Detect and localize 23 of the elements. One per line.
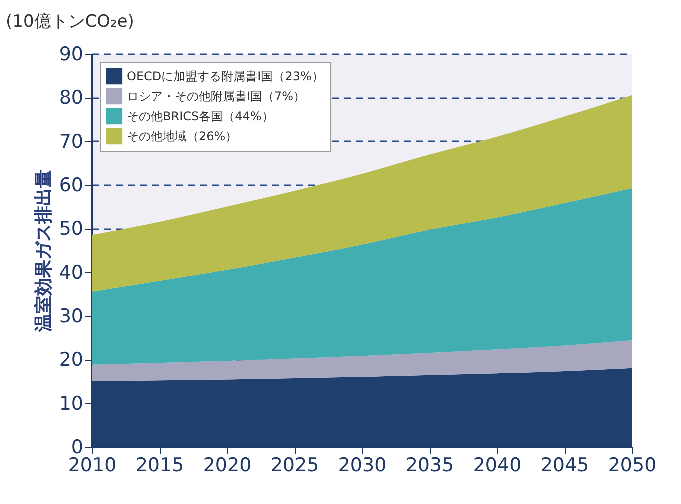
legend-label: その他地域（26%）: [127, 130, 238, 144]
text: (10億トンCO₂e): [6, 12, 134, 32]
legend-label: OECDに加盟する附属書I国（23%）: [127, 70, 324, 84]
x-tick-label: 2040: [473, 454, 522, 476]
y-tick-label: 30: [59, 306, 84, 328]
y-tick-label: 70: [59, 130, 84, 153]
x-tick-label: 2045: [540, 454, 590, 476]
x-tick-label: 2025: [270, 454, 320, 476]
x-tick-label: 2015: [136, 454, 184, 476]
x-tick-label: 2030: [338, 454, 387, 476]
y-tick-label: 80: [59, 87, 84, 110]
y-tick-label: 50: [59, 218, 84, 240]
legend-label: その他BRICS各国（44%）: [127, 110, 274, 124]
x-tick-label: 2035: [406, 454, 454, 476]
x-tick-label: 2050: [608, 454, 657, 476]
y-tick-label: 20: [59, 349, 84, 372]
y-axis-title: 温室効果ガス排出量: [33, 170, 54, 333]
y-tick-label: 40: [59, 262, 84, 284]
y-tick-label: 90: [59, 44, 84, 66]
y-tick-label: 60: [59, 174, 84, 196]
legend-label: ロシア・その他附属書I国（7%）: [127, 90, 306, 104]
x-tick-label: 2020: [203, 454, 252, 476]
y-tick-label: 10: [59, 392, 84, 415]
